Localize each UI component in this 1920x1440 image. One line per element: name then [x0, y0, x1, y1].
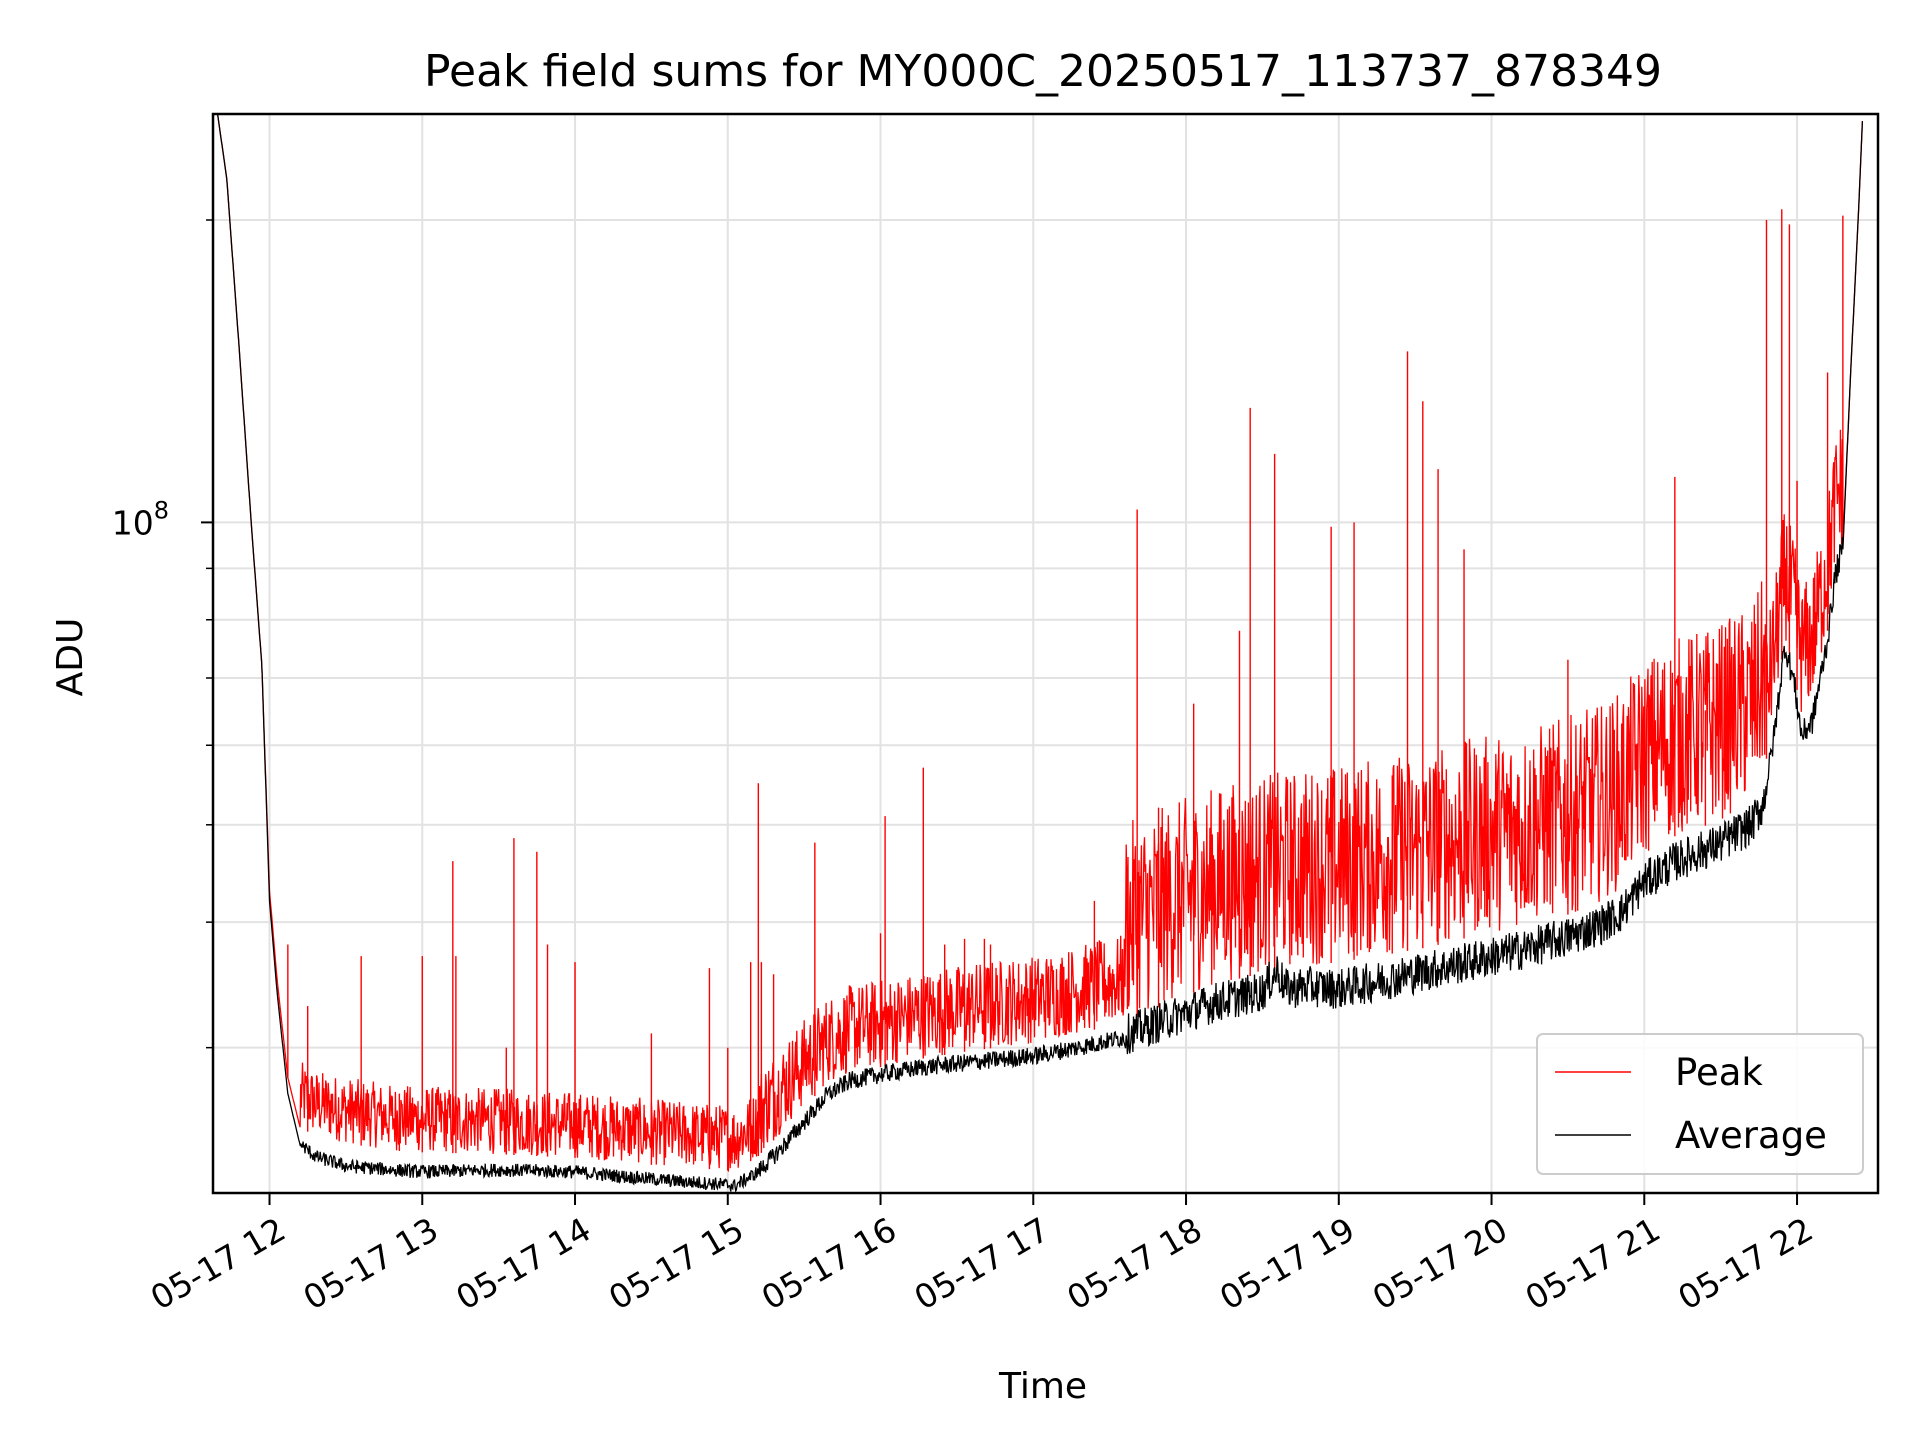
x-axis-label: Time — [998, 1366, 1087, 1407]
legend: Peak Average — [1536, 1033, 1864, 1175]
legend-label-average: Average — [1675, 1114, 1827, 1157]
series-layer — [216, 114, 1864, 1193]
y-tick-label-base: 10 — [112, 503, 154, 542]
series-line-peak — [216, 114, 1864, 1173]
legend-label-peak: Peak — [1675, 1051, 1763, 1094]
plot-frame — [211, 112, 1880, 1195]
y-tick-label-exponent: 8 — [154, 496, 169, 524]
legend-box — [1536, 1033, 1864, 1175]
y-tick-label: 108 — [112, 496, 169, 542]
chart-title: Peak field sums for MY000C_20250517_1137… — [424, 46, 1662, 97]
y-axis-label: ADU — [50, 618, 91, 697]
series-line-average — [216, 114, 1864, 1193]
